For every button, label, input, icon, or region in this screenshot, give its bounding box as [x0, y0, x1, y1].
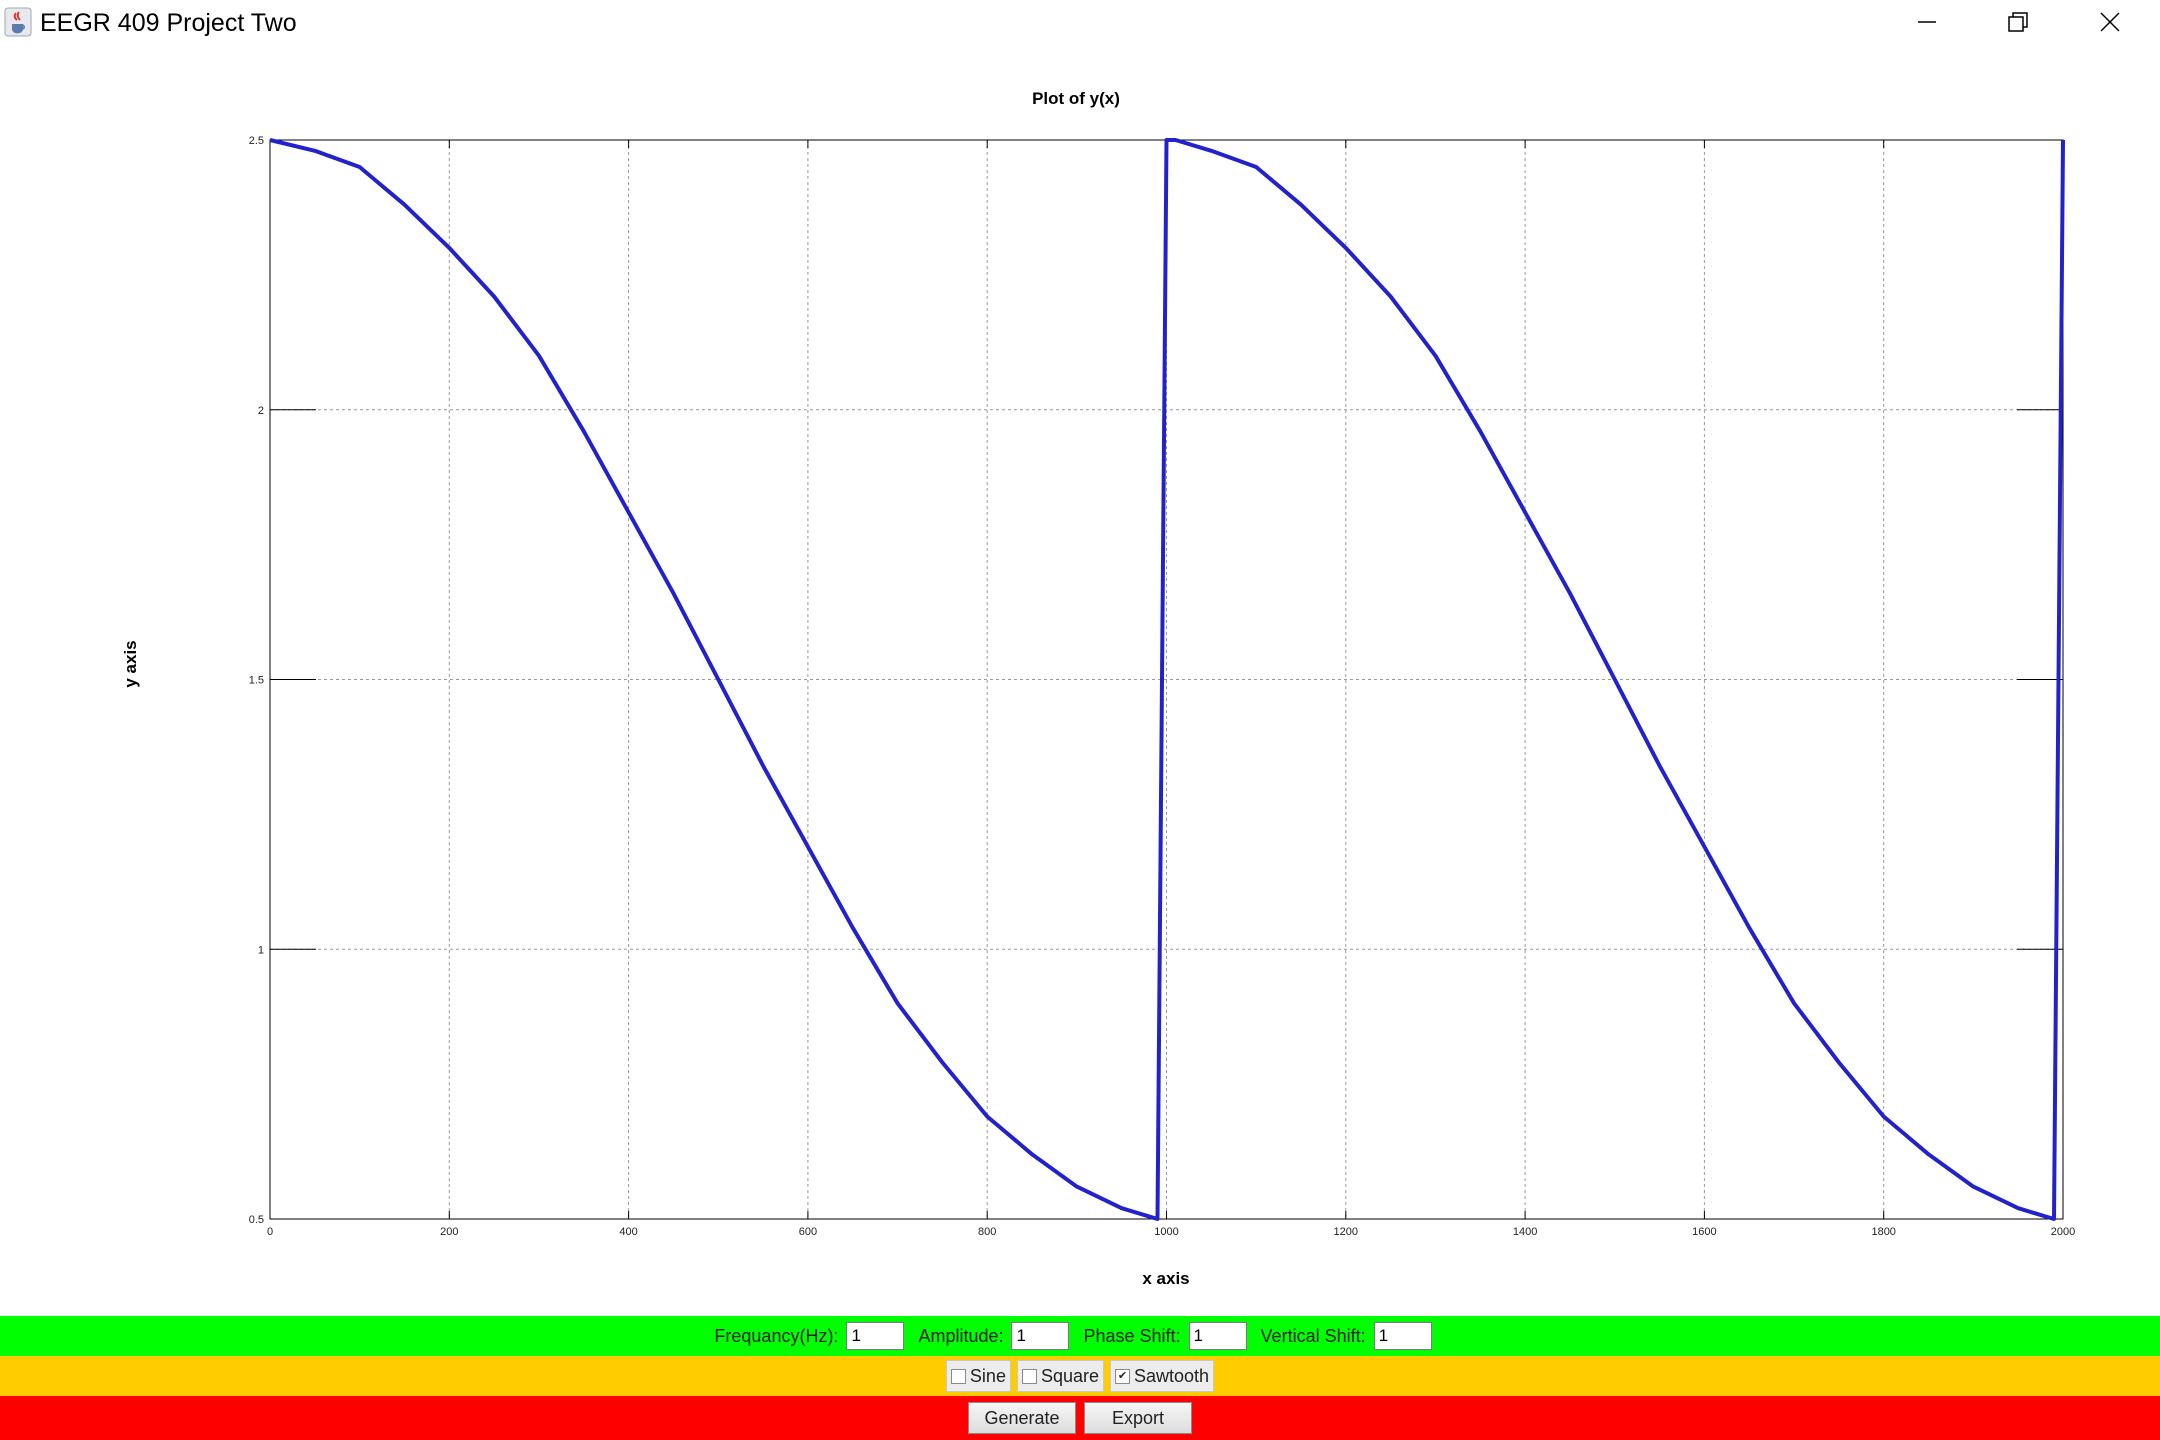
actions-panel: Generate Export — [0, 1396, 2160, 1440]
sine-checkbox-box[interactable] — [950, 1368, 966, 1384]
x-tick-label: 0 — [267, 1226, 273, 1238]
y-tick-label: 1.5 — [249, 675, 264, 687]
x-tick-label: 800 — [978, 1226, 996, 1238]
restore-icon — [2008, 12, 2028, 32]
sawtooth-checkbox[interactable]: ✔ Sawtooth — [1110, 1360, 1215, 1392]
phase-shift-label: Phase Shift: — [1083, 1325, 1181, 1346]
parameters-panel: Frequancy(Hz): Amplitude: Phase Shift: V… — [0, 1316, 2160, 1356]
export-button[interactable]: Export — [1084, 1402, 1192, 1434]
x-tick-label: 1400 — [1513, 1226, 1537, 1238]
y-tick-label: 0.5 — [249, 1214, 264, 1226]
sawtooth-checkbox-box[interactable]: ✔ — [1115, 1368, 1130, 1384]
x-tick-label: 2000 — [2051, 1226, 2075, 1238]
amplitude-input[interactable] — [1011, 1322, 1070, 1350]
window-title: EEGR 409 Project Two — [40, 9, 297, 37]
sine-checkbox[interactable]: Sine — [945, 1360, 1011, 1392]
title-bar: EEGR 409 Project Two — [0, 0, 2160, 46]
ticks: 0 200 400 600 800 1000 1200 1400 1600 1800 2000 0.5… — [249, 135, 2076, 1238]
chart-title: Plot of y(x) — [1032, 89, 1120, 108]
vertical-shift-input[interactable] — [1373, 1322, 1432, 1350]
x-axis-label: x axis — [1142, 1269, 1189, 1288]
square-label: Square — [1040, 1365, 1099, 1386]
close-button[interactable] — [2065, 0, 2155, 44]
square-checkbox-box[interactable] — [1021, 1368, 1037, 1384]
minimize-button[interactable] — [1882, 0, 1972, 44]
sine-label: Sine — [969, 1365, 1006, 1386]
minimize-icon — [1918, 21, 1936, 23]
x-tick-label: 1200 — [1334, 1226, 1358, 1238]
phase-shift-input[interactable] — [1188, 1322, 1247, 1350]
x-tick-label: 1800 — [1871, 1226, 1895, 1238]
x-tick-label: 600 — [799, 1226, 817, 1238]
y-tick-label: 2 — [258, 405, 264, 417]
x-tick-label: 1600 — [1692, 1226, 1716, 1238]
amplitude-label: Amplitude: — [918, 1325, 1004, 1346]
y-axis-label: y axis — [121, 640, 140, 687]
sawtooth-label: Sawtooth — [1134, 1365, 1210, 1386]
series-line — [269, 138, 2065, 1221]
square-checkbox[interactable]: Square — [1016, 1360, 1104, 1392]
x-tick-label: 200 — [440, 1226, 458, 1238]
frequency-label: Frequancy(Hz): — [714, 1325, 839, 1346]
plot-area: 0 200 400 600 800 1000 1200 1400 1600 1800 2000 0.5… — [0, 46, 2160, 1316]
chart: 0 200 400 600 800 1000 1200 1400 1600 1800 2000 0.5… — [121, 89, 2076, 1288]
y-tick-label: 1 — [258, 944, 264, 956]
java-cup-icon — [4, 7, 32, 37]
x-tick-label: 1000 — [1154, 1226, 1178, 1238]
vertical-shift-label: Vertical Shift: — [1260, 1325, 1366, 1346]
frequency-input[interactable] — [846, 1322, 905, 1350]
generate-button[interactable]: Generate — [968, 1402, 1076, 1434]
x-tick-label: 400 — [619, 1226, 637, 1238]
waveform-panel: Sine Square ✔ Sawtooth — [0, 1356, 2160, 1396]
y-tick-label: 2.5 — [249, 135, 264, 147]
close-icon — [2100, 12, 2120, 32]
maximize-button[interactable] — [1973, 0, 2063, 44]
